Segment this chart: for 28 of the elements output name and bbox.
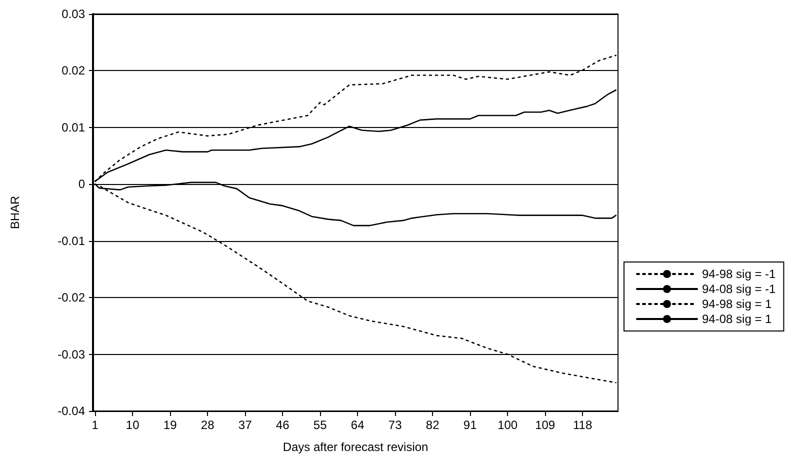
y-tick-label: 0 [78,177,86,192]
y-tick-label: 0.02 [62,64,86,78]
legend-label: 94-98 sig = 1 [702,297,772,311]
x-tick-label: 19 [163,418,178,432]
y-tick-label: 0.03 [62,7,86,21]
y-tick-label: -0.01 [58,234,86,248]
y-axis-title: BHAR [8,196,22,230]
x-tick-label: 1 [92,418,99,432]
x-tick-label: 118 [573,418,592,432]
x-tick-label: 55 [313,418,328,432]
x-tick-label: 100 [498,418,518,432]
x-tick-label: 64 [350,418,365,432]
x-tick-label: 82 [426,418,440,432]
y-tick-label: 0.01 [62,120,86,134]
x-tick-label: 10 [126,418,140,432]
x-tick-label: 73 [388,418,402,432]
x-tick-label: 109 [535,418,556,432]
x-tick-label: 28 [200,418,215,432]
x-axis-title: Days after forecast revision [282,440,428,454]
legend-label: 94-98 sig = -1 [702,267,776,281]
legend-label: 94-08 sig = 1 [702,312,772,326]
y-tick-label: -0.02 [58,290,86,305]
y-tick-label: -0.03 [58,347,86,362]
legend-label: 94-08 sig = -1 [702,282,776,296]
x-tick-label: 37 [238,418,252,432]
x-tick-label: 91 [463,418,478,432]
x-tick-label: 46 [276,418,290,432]
y-tick-label: -0.04 [58,404,86,418]
